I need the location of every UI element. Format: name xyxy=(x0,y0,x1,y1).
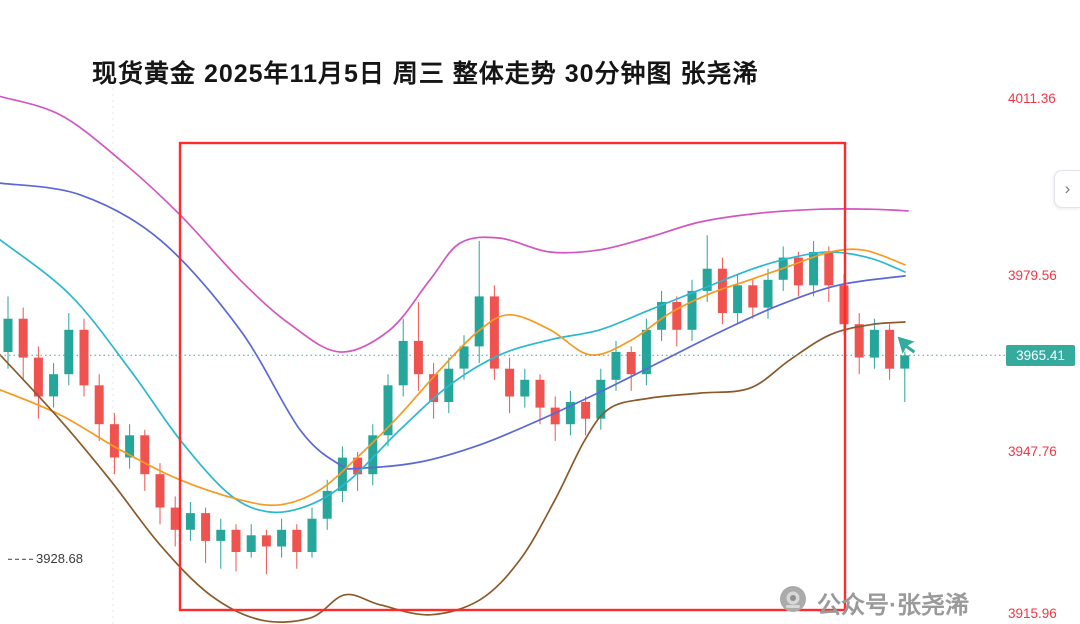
candle-body xyxy=(3,318,13,352)
candle-body xyxy=(413,340,423,375)
cursor-arrow-icon xyxy=(896,335,917,357)
candle-body xyxy=(672,302,682,330)
candle-body xyxy=(201,513,211,541)
candle-body xyxy=(109,424,119,458)
candle-body xyxy=(717,268,727,314)
candle-body xyxy=(337,457,347,491)
candle-body xyxy=(140,435,150,475)
chevron-right-icon: › xyxy=(1064,179,1071,198)
candle-body xyxy=(33,357,43,397)
candle-body xyxy=(216,529,226,541)
candle-body xyxy=(809,252,819,286)
candle-body xyxy=(626,352,636,375)
candle-body xyxy=(505,368,515,397)
candle-body xyxy=(687,290,697,330)
candle-body xyxy=(793,257,803,286)
candle-body xyxy=(398,340,408,386)
candle-body xyxy=(277,529,287,547)
candle-body xyxy=(246,535,256,552)
watermark-text: 公众号·张尧浠 xyxy=(817,592,969,619)
candle-body xyxy=(292,529,302,552)
candle-body xyxy=(429,374,439,402)
candle-body xyxy=(611,352,621,380)
candle-body xyxy=(185,513,195,530)
candle-body xyxy=(748,285,758,308)
candle-body xyxy=(657,302,667,330)
overlay-ma-orange xyxy=(0,248,906,507)
candle-body xyxy=(170,507,180,530)
price-axis-label: 3915.96 xyxy=(1008,606,1057,621)
price-axis-label: 4011.36 xyxy=(1008,91,1056,106)
candle-body xyxy=(353,457,363,475)
candle-body xyxy=(155,474,165,508)
candle-body xyxy=(231,529,241,552)
candle-body xyxy=(550,407,560,425)
candle-body xyxy=(520,379,530,397)
candle-body xyxy=(64,329,74,375)
candle-body xyxy=(581,402,591,419)
candle-body xyxy=(641,329,651,375)
watermark: 公众号·张尧浠 xyxy=(778,584,969,621)
candle-body xyxy=(869,329,879,358)
candle-body xyxy=(261,535,271,547)
candle-body xyxy=(125,435,135,458)
candle-body xyxy=(733,285,743,314)
candle-body xyxy=(322,490,332,519)
candle-body xyxy=(565,402,575,425)
candle-body xyxy=(459,346,469,369)
candle-body xyxy=(596,379,606,419)
overlay-ma-brown xyxy=(0,321,906,623)
candle-body xyxy=(49,374,59,397)
overlay-ma-blue xyxy=(0,182,906,470)
candle-body xyxy=(824,252,834,286)
candle-body xyxy=(885,329,895,369)
price-level-label: 3928.68 xyxy=(36,551,83,567)
candle-body xyxy=(383,385,393,436)
price-axis-label: 3947.76 xyxy=(1008,444,1057,460)
candle-body xyxy=(79,329,89,386)
overlay-ma-cyan xyxy=(0,238,906,514)
candle-body xyxy=(18,318,28,358)
candle-body xyxy=(763,279,773,308)
candle-body xyxy=(94,385,104,425)
current-price-tag: 3965.41 xyxy=(1006,344,1075,366)
overlay-ma-pink xyxy=(0,95,909,353)
watermark-logo-icon xyxy=(778,584,808,621)
annotation-rectangle xyxy=(178,141,847,612)
candle-body xyxy=(535,379,545,408)
chart-title: 现货黄金 2025年11月5日 周三 整体走势 30分钟图 张尧浠 xyxy=(92,60,759,88)
price-axis-label: 3979.56 xyxy=(1008,267,1057,283)
candle-body xyxy=(474,296,484,347)
candle-body xyxy=(307,518,317,552)
collapse-panel-button[interactable]: › xyxy=(1054,170,1080,208)
candle-body xyxy=(854,324,864,358)
candle-body xyxy=(900,355,910,369)
candle-body xyxy=(702,268,712,291)
candle-body xyxy=(368,435,378,475)
candles-series xyxy=(3,235,910,575)
candle-body xyxy=(489,296,499,369)
